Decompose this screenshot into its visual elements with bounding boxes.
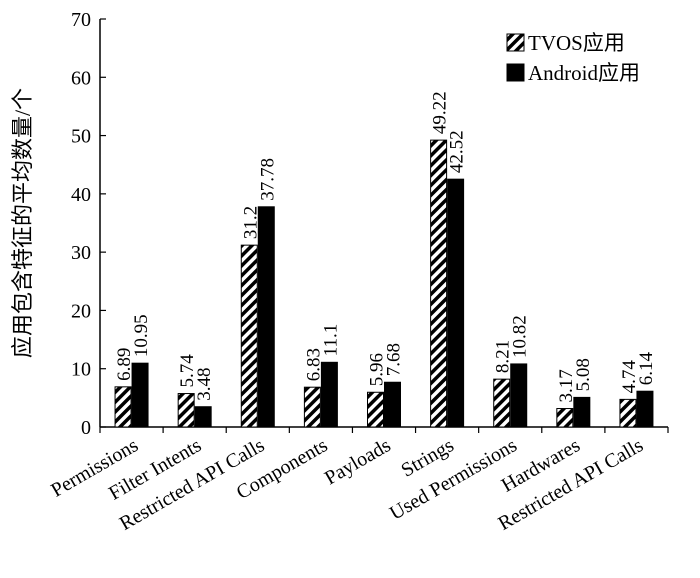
bar-android	[257, 206, 275, 428]
bar-tvos	[367, 391, 384, 428]
y-tick-label: 50	[71, 126, 91, 148]
data-label-android: 3.48	[194, 367, 215, 400]
bar-android	[573, 396, 591, 428]
x-category-label: Payloads	[321, 434, 395, 489]
data-label-tvos: 6.89	[114, 348, 135, 381]
y-tick-label: 30	[71, 242, 91, 264]
bar-android	[447, 178, 465, 428]
data-label-tvos: 3.17	[556, 369, 577, 402]
bar-android	[131, 362, 149, 428]
bar-tvos	[240, 244, 258, 428]
legend-label-android: Android应用	[528, 61, 640, 85]
y-tick-label: 10	[71, 359, 91, 381]
y-tick-label: 70	[71, 9, 91, 31]
data-label-android: 6.14	[636, 351, 657, 385]
y-tick-label: 20	[71, 300, 91, 322]
data-label-tvos: 4.74	[619, 360, 640, 394]
data-label-tvos: 49.22	[430, 91, 451, 134]
data-label-android: 11.1	[320, 324, 341, 357]
legend-swatch-tvos	[506, 33, 525, 52]
bar-tvos	[303, 386, 321, 428]
data-label-tvos: 5.74	[177, 354, 198, 388]
bar-tvos	[114, 386, 132, 428]
bar-tvos	[619, 398, 637, 428]
data-label-android: 5.08	[573, 358, 594, 391]
bar-android	[636, 390, 654, 428]
bar-tvos	[177, 393, 195, 428]
legend-label-tvos: TVOS应用	[528, 31, 625, 55]
y-tick-label: 60	[71, 67, 91, 89]
data-label-tvos: 31.2	[240, 206, 261, 239]
bar-android	[194, 406, 212, 428]
bar-android	[320, 361, 338, 428]
data-label-android: 7.68	[384, 343, 405, 376]
y-axis-title: 应用包含特征的平均数量/个	[10, 88, 35, 358]
data-label-tvos: 6.83	[303, 348, 324, 381]
data-label-tvos: 8.21	[493, 340, 514, 373]
chart-legend: TVOS应用 Android应用	[506, 31, 640, 85]
bar-android	[384, 381, 401, 428]
bar-tvos	[493, 378, 511, 428]
chart-bars	[114, 139, 654, 428]
data-label-android: 37.78	[257, 158, 278, 201]
legend-swatch-android	[506, 63, 525, 82]
data-label-android: 42.52	[447, 130, 468, 173]
bar-tvos	[556, 408, 574, 428]
data-label-android: 10.82	[510, 315, 531, 358]
bar-tvos	[430, 139, 448, 428]
bar-android	[510, 363, 528, 428]
y-tick-label: 40	[71, 184, 91, 206]
data-label-tvos: 5.96	[367, 353, 388, 386]
data-label-android: 10.95	[131, 314, 152, 357]
y-tick-label: 0	[81, 417, 91, 439]
